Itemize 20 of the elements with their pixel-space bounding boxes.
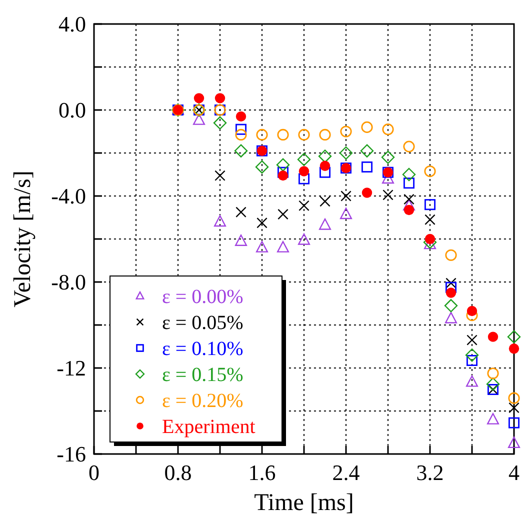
x-tick-label: 0.8 bbox=[164, 460, 192, 485]
y-tick-label: 4.0 bbox=[58, 12, 86, 37]
x-tick-label: 1.6 bbox=[248, 460, 276, 485]
legend-label: ε = 0.00% bbox=[162, 286, 244, 308]
x-tick-label: 3.2 bbox=[416, 460, 444, 485]
legend-label: ε = 0.05% bbox=[162, 312, 244, 334]
x-tick-label: 4 bbox=[508, 460, 520, 485]
legend-label: ε = 0.15% bbox=[162, 364, 244, 386]
y-tick-label: 0.0 bbox=[58, 98, 86, 123]
legend-label: ε = 0.10% bbox=[162, 338, 244, 360]
legend-label: ε = 0.20% bbox=[162, 390, 244, 412]
y-tick-label: -12 bbox=[56, 356, 86, 381]
x-axis-title: Time [ms] bbox=[254, 490, 354, 516]
x-tick-label: 2.4 bbox=[332, 460, 360, 485]
y-tick-label: -16 bbox=[56, 442, 86, 467]
y-tick-label: -8.0 bbox=[51, 270, 86, 295]
x-tick-label: 0 bbox=[88, 460, 100, 485]
y-axis-title: Velocity [m/s] bbox=[10, 170, 36, 308]
legend-label: Experiment bbox=[162, 416, 256, 438]
y-tick-label: -4.0 bbox=[51, 184, 86, 209]
